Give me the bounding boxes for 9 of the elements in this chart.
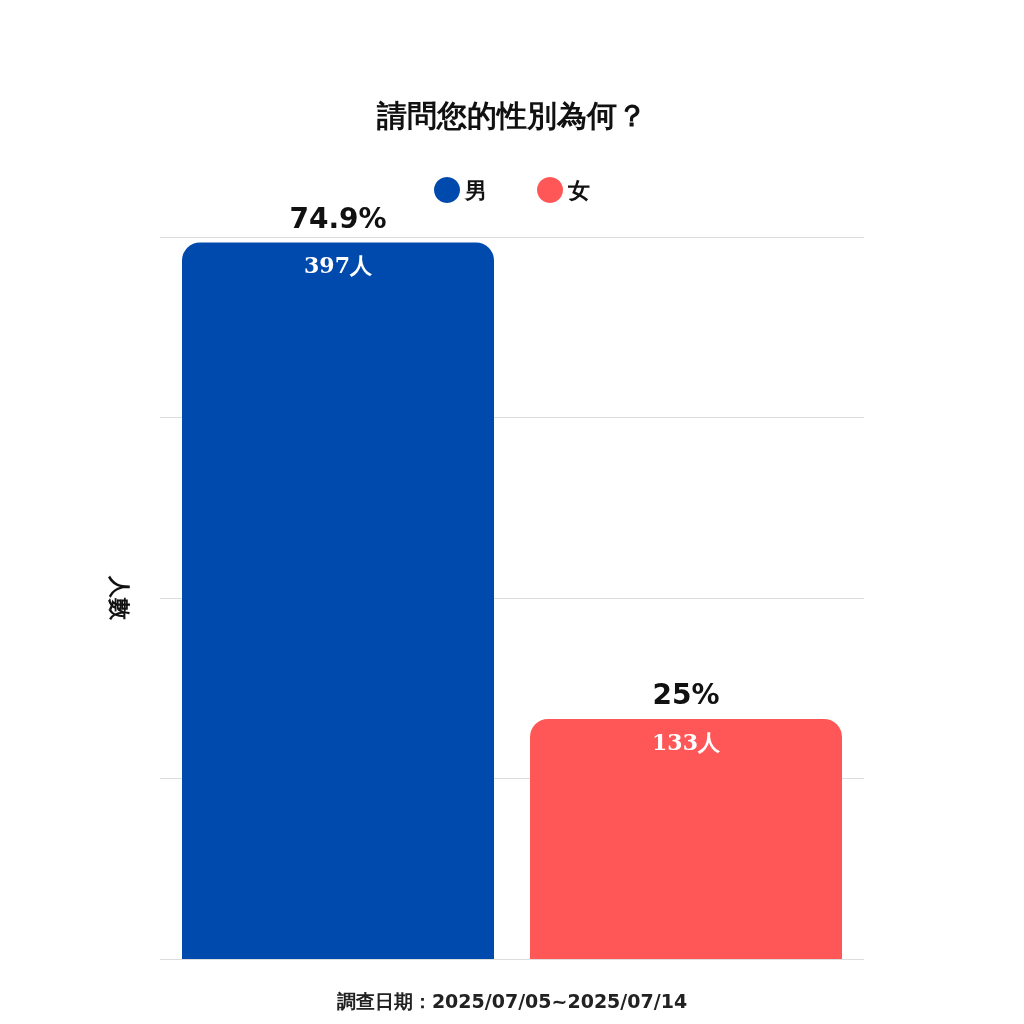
text: 調查日期：2025/07/05~2025/07/14: [336, 989, 688, 1012]
annotation: 25%: [652, 678, 720, 712]
annotation: 74.9%: [289, 201, 387, 235]
y-axis-title: 人數: [106, 575, 132, 621]
legend-label: 男: [464, 177, 487, 203]
legend-label: 女: [567, 177, 590, 203]
data-label: 133人: [652, 728, 721, 755]
chart-title: 請問您的性別為何？: [376, 97, 647, 133]
data-label: 397人: [304, 252, 373, 279]
